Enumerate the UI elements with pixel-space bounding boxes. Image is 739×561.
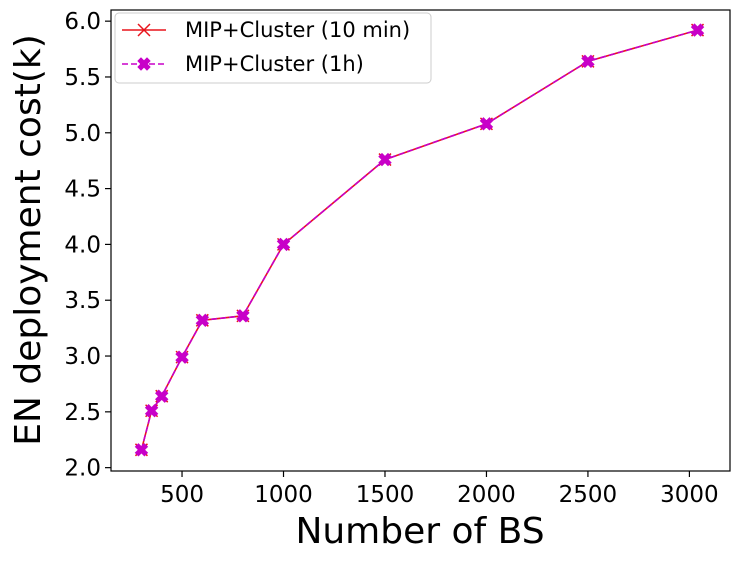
data-point-filled-x-marker	[195, 313, 210, 328]
y-tick-label: 5.0	[64, 121, 101, 147]
y-tick-label: 5.5	[64, 65, 101, 91]
data-point-filled-x-marker	[690, 23, 705, 37]
legend-x-marker	[137, 23, 151, 37]
y-tick-label: 3.5	[64, 288, 101, 314]
y-axis-label: EN deployment cost(k)	[8, 34, 49, 446]
y-axis: 2.0 2.5 3.0 3.5 4.0 4.5 5.0 5.5 6.0	[64, 9, 111, 482]
legend-label: MIP+Cluster (10 min)	[185, 18, 410, 42]
x-tick-label: 1500	[356, 482, 415, 508]
x-axis: 500 1000 1500 2000 2500 3000	[160, 471, 719, 508]
x-tick-label: 500	[160, 482, 204, 508]
data-point-filled-x-marker	[236, 309, 250, 323]
legend-filled-x-marker	[137, 57, 151, 71]
series-layer	[134, 23, 705, 457]
legend-box	[114, 12, 432, 84]
x-tick-label: 3000	[660, 482, 719, 508]
y-tick-label: 2.0	[64, 456, 101, 482]
data-point-filled-x-marker	[479, 117, 494, 131]
y-tick-label: 4.0	[64, 232, 101, 258]
data-point-filled-x-marker	[155, 389, 169, 403]
legend-label: MIP+Cluster (1h)	[185, 52, 364, 76]
x-tick-label: 1000	[254, 482, 313, 508]
data-point-filled-x-marker	[581, 54, 595, 69]
data-point-filled-x-marker	[144, 404, 159, 418]
data-point-filled-x-marker	[134, 443, 149, 457]
x-axis-label: Number of BS	[295, 511, 544, 552]
legend-item: MIP+Cluster (1h)	[122, 52, 364, 76]
data-point-filled-x-marker	[175, 350, 189, 364]
x-tick-label: 2000	[457, 482, 516, 508]
data-point-filled-x-marker	[378, 152, 392, 167]
legend-item: MIP+Cluster (10 min)	[122, 18, 410, 42]
plot-area	[110, 9, 731, 472]
y-tick-label: 4.5	[64, 177, 101, 203]
series-2	[134, 23, 705, 457]
data-point-filled-x-marker	[276, 237, 291, 252]
y-tick-label: 2.5	[64, 400, 101, 426]
x-tick-label: 2500	[559, 482, 618, 508]
y-tick-label: 6.0	[64, 9, 101, 35]
y-tick-label: 3.0	[64, 344, 101, 370]
legend: MIP+Cluster (10 min) MIP+Cluster (1h)	[114, 12, 432, 84]
